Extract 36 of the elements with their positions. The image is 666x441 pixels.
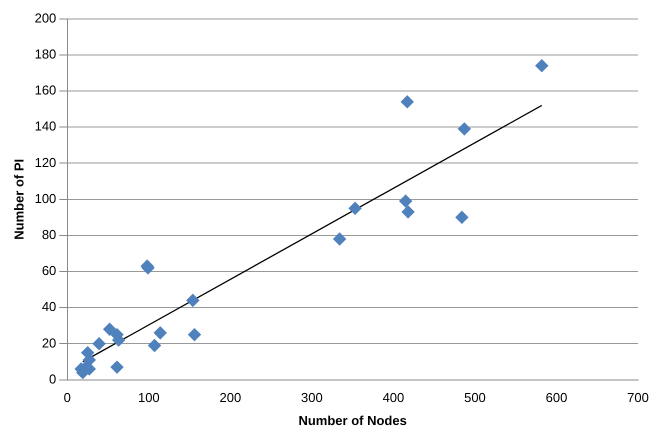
x-axis-title: Number of Nodes <box>298 412 407 428</box>
y-tick-label: 100 <box>34 190 56 206</box>
y-tick-label: 0 <box>49 371 56 386</box>
point <box>103 322 116 336</box>
point <box>188 328 201 342</box>
point <box>458 122 471 136</box>
y-axis-title: Number of PI <box>11 158 26 240</box>
x-tick-label: 200 <box>220 390 242 406</box>
x-tick-label: 0 <box>64 390 71 406</box>
y-tick-label: 180 <box>34 46 56 62</box>
x-tick-label: 100 <box>138 390 160 406</box>
point <box>154 326 167 340</box>
point <box>399 194 412 208</box>
point <box>402 205 415 218</box>
point <box>535 59 548 72</box>
point <box>348 202 362 215</box>
y-tick-label: 60 <box>42 263 56 278</box>
point <box>110 360 124 374</box>
y-tick-label: 40 <box>42 299 56 314</box>
x-tick-label: 700 <box>627 390 649 406</box>
y-tick-label: 120 <box>34 154 56 170</box>
point <box>400 95 414 108</box>
x-tick-label: 500 <box>464 390 486 406</box>
x-tick-label: 300 <box>301 390 323 406</box>
point <box>148 339 162 352</box>
y-tick-label: 20 <box>42 335 56 350</box>
point <box>92 337 106 350</box>
x-tick-label: 600 <box>546 390 568 406</box>
point <box>186 294 200 307</box>
x-tick-label: 400 <box>382 390 404 406</box>
y-tick-label: 200 <box>34 10 56 26</box>
y-tick-label: 160 <box>34 82 56 98</box>
y-tick-label: 80 <box>42 226 56 242</box>
y-tick-label: 140 <box>34 118 56 134</box>
point <box>333 232 346 246</box>
point <box>455 210 468 224</box>
